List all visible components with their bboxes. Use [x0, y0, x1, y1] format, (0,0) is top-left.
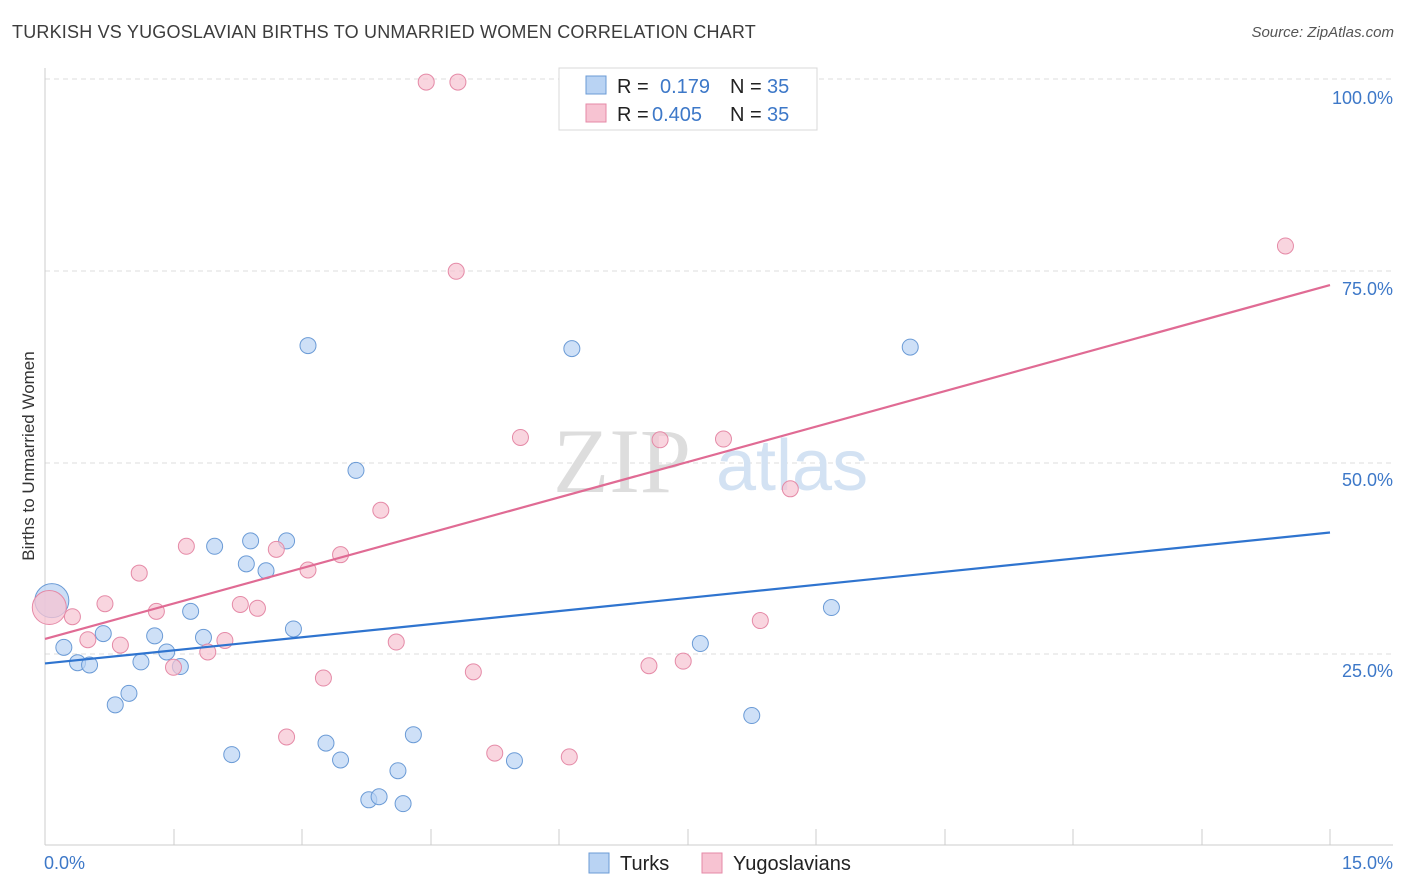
yugoslavians-point-5	[111, 636, 129, 654]
yugoslavians-point-1	[31, 590, 67, 626]
chart-title: TURKISH VS YUGOSLAVIAN BIRTHS TO UNMARRI…	[12, 22, 756, 42]
yugoslavians-point-24	[464, 663, 482, 681]
turks-point-33	[743, 707, 761, 725]
turks-point-26	[370, 788, 388, 806]
yugoslavians-point-6	[130, 564, 148, 582]
yugoslavians-point-18	[332, 546, 350, 564]
yugoslavians-point-15	[278, 728, 296, 746]
yugoslavians-point-31	[714, 430, 732, 448]
yugoslavians-point-17	[314, 669, 332, 687]
x-tick-label-max: 15.0%	[1342, 853, 1393, 873]
turks-point-30	[505, 752, 523, 770]
turks-point-31	[563, 340, 581, 358]
yugoslavians-point-33	[781, 480, 799, 498]
yugoslavians-point-29	[651, 431, 669, 449]
yugoslavians-point-30	[674, 652, 692, 670]
bottom-legend-label-turks: Turks	[620, 853, 669, 875]
yugoslavians-point-8	[165, 658, 182, 676]
yugoslavians-point-19	[372, 501, 390, 519]
turks-point-13	[194, 628, 212, 646]
yugoslavians-point-26	[511, 428, 529, 446]
y-tick-label-25: 25.0%	[1342, 661, 1393, 681]
yugoslavians-point-2	[63, 608, 81, 626]
turks-point-21	[299, 337, 317, 355]
turks-point-6	[106, 696, 124, 714]
turks-point-34	[822, 599, 840, 617]
legend-r-value-yugoslavians: 0.405	[652, 104, 702, 126]
yugoslavians-point-27	[560, 748, 578, 766]
turks-point-9	[146, 627, 164, 645]
turks-point-8	[132, 653, 150, 671]
turks-point-15	[223, 746, 241, 764]
yugoslavians-point-13	[248, 599, 266, 617]
turks-point-35	[901, 338, 919, 356]
yugoslavians-point-21	[417, 73, 435, 91]
bottom-legend-label-yugoslavians: Yugoslavians	[733, 853, 851, 875]
legend-n-label-turks: N =	[730, 76, 762, 98]
source-label: Source: ZipAtlas.com	[1251, 24, 1394, 41]
watermark-zip: ZIP	[553, 410, 691, 512]
turks-point-4	[81, 656, 99, 674]
yugoslavians-point-4	[96, 595, 114, 613]
yugoslavians-point-14	[267, 540, 285, 558]
yugoslavians-point-9	[177, 537, 195, 555]
turks-point-27	[389, 762, 407, 780]
turks-point-14	[206, 537, 224, 555]
legend-swatch-turks	[585, 75, 607, 95]
bottom-legend-swatch-yugoslavians	[701, 852, 723, 874]
yugoslavians-point-20	[387, 633, 405, 651]
x-ticks	[173, 829, 1331, 845]
yugoslavians-point-25	[486, 744, 504, 762]
yugoslavians-point-22	[449, 73, 467, 91]
turks-point-17	[242, 532, 260, 550]
turks-point-12	[182, 602, 200, 620]
bottom-legend-swatch-turks	[588, 852, 610, 874]
yugoslavians-point-12	[231, 595, 249, 613]
x-tick-label-min: 0.0%	[44, 853, 85, 873]
correlation-legend: R = 0.179 N = 35 R = 0.405 N = 35	[558, 67, 818, 131]
turks-point-2	[55, 638, 73, 656]
legend-r-label-turks: R =	[617, 76, 649, 98]
y-tick-label-75: 75.0%	[1342, 279, 1393, 299]
turks-point-24	[347, 461, 365, 479]
legend-r-label-yugoslavians: R =	[617, 104, 649, 126]
yugoslavians-point-3	[79, 631, 97, 649]
series-legend: Turks Yugoslavians	[588, 852, 851, 875]
legend-n-value-turks: 35	[767, 76, 789, 98]
yugoslavians-point-32	[751, 612, 769, 630]
legend-r-value-turks: 0.179	[660, 76, 710, 98]
turks-point-23	[332, 751, 350, 769]
turks-point-16	[237, 555, 255, 573]
y-tick-label-100: 100.0%	[1332, 88, 1393, 108]
legend-swatch-yugoslavians	[585, 103, 607, 123]
turks-point-20	[284, 620, 302, 638]
turks-point-22	[317, 734, 335, 752]
yugoslavians-point-35	[1276, 237, 1294, 255]
yugoslavians-point-28	[640, 657, 658, 675]
y-tick-label-50: 50.0%	[1342, 470, 1393, 490]
turks-point-28	[394, 795, 412, 813]
yugoslavians-point-23	[447, 262, 465, 280]
turks-series	[34, 337, 919, 813]
y-axis-title: Births to Unmarried Women	[19, 351, 38, 560]
turks-point-5	[94, 625, 112, 643]
turks-point-32	[691, 635, 709, 653]
turks-point-29	[404, 726, 422, 744]
legend-n-value-yugoslavians: 35	[767, 104, 789, 126]
turks-trend-line	[44, 531, 1331, 665]
yugoslavians-trend-line	[44, 283, 1331, 641]
turks-point-7	[120, 684, 138, 702]
legend-n-label-yugoslavians: N =	[730, 104, 762, 126]
